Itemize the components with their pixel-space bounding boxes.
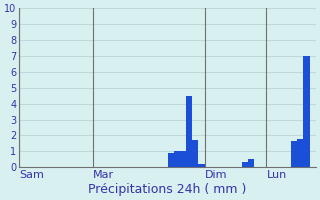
Bar xyxy=(198,164,204,167)
X-axis label: Précipitations 24h ( mm ): Précipitations 24h ( mm ) xyxy=(88,183,247,196)
Bar xyxy=(174,151,180,167)
Bar xyxy=(291,141,297,167)
Bar xyxy=(242,162,248,167)
Bar xyxy=(297,139,303,167)
Bar xyxy=(167,153,174,167)
Bar xyxy=(180,151,186,167)
Bar xyxy=(248,159,254,167)
Bar xyxy=(303,56,310,167)
Bar xyxy=(186,96,192,167)
Bar xyxy=(192,140,198,167)
